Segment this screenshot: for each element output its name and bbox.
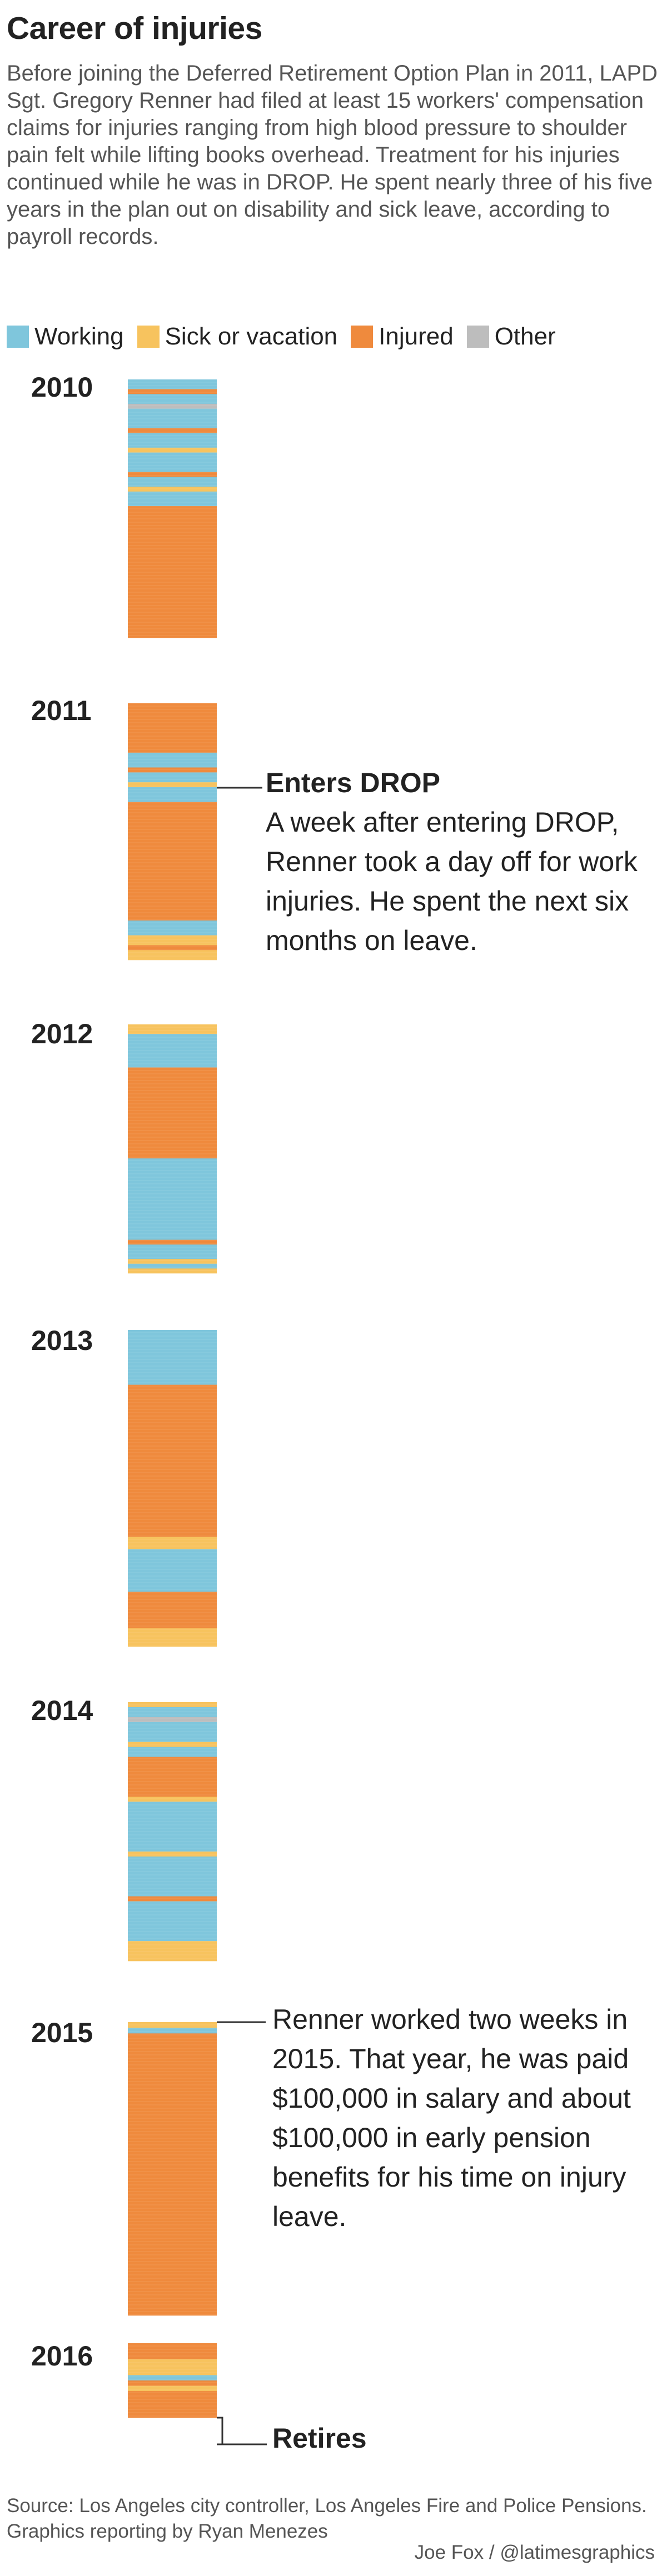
year-label-2013: 2013 xyxy=(31,1325,93,1356)
year-label-2015: 2015 xyxy=(31,2017,93,2048)
segment-2015-sick-or-vacation-0 xyxy=(128,2022,217,2028)
segment-2014-sick-or-vacation-9 xyxy=(128,1851,217,1857)
segment-2010-injured-9 xyxy=(128,472,217,477)
segment-2011-injured-9 xyxy=(128,945,217,951)
segment-2012-injured-4 xyxy=(128,1239,217,1245)
segment-2014-injured-6 xyxy=(128,1757,217,1797)
segment-2014-working-3 xyxy=(128,1722,217,1742)
year-label-2014: 2014 xyxy=(31,1695,93,1726)
annotation-enters-drop-text: A week after entering DROP, Renner took … xyxy=(266,807,638,956)
segment-2013-working-3 xyxy=(128,1549,217,1592)
segment-2016-sick-or-vacation-4 xyxy=(128,2385,217,2392)
segment-2010-working-2 xyxy=(128,394,217,404)
segment-2010-other-3 xyxy=(128,403,217,409)
legend-label-sick-or-vacation: Sick or vacation xyxy=(165,323,338,350)
segment-2013-sick-or-vacation-5 xyxy=(128,1628,217,1647)
segment-2012-working-7 xyxy=(128,1263,217,1269)
year-label-2012: 2012 xyxy=(31,1018,93,1049)
legend: Working Sick or vacation Injured Other xyxy=(7,321,569,352)
segment-2010-sick-or-vacation-7 xyxy=(128,447,217,453)
segment-2010-working-6 xyxy=(128,433,217,448)
segment-2012-working-3 xyxy=(128,1158,217,1240)
legend-label-injured: Injured xyxy=(379,323,454,350)
segment-2011-sick-or-vacation-8 xyxy=(128,935,217,946)
segment-2010-sick-or-vacation-11 xyxy=(128,487,217,492)
segment-2012-sick-or-vacation-6 xyxy=(128,1259,217,1264)
annotation-retires-title: Retires xyxy=(272,2423,367,2454)
source-note: Source: Los Angeles city controller, Los… xyxy=(7,2495,647,2542)
segment-2014-working-10 xyxy=(128,1856,217,1897)
chart-title: Career of injuries xyxy=(7,11,262,46)
segment-2014-sick-or-vacation-7 xyxy=(128,1797,217,1802)
segment-2013-injured-1 xyxy=(128,1384,217,1537)
annotation-2015-text: Renner worked two weeks in 2015. That ye… xyxy=(272,2004,631,2232)
segment-2010-working-10 xyxy=(128,477,217,487)
year-label-2010: 2010 xyxy=(31,372,93,403)
segment-2014-injured-11 xyxy=(128,1896,217,1902)
segment-2011-injured-2 xyxy=(128,767,217,773)
segment-2010-injured-5 xyxy=(128,428,217,433)
legend-swatch-sick-or-vacation xyxy=(137,326,160,348)
segment-2014-sick-or-vacation-13 xyxy=(128,1941,217,1962)
segment-2012-sick-or-vacation-0 xyxy=(128,1024,217,1034)
year-label-2011: 2011 xyxy=(31,695,92,726)
year-label-2016: 2016 xyxy=(31,2340,93,2372)
segment-2011-working-1 xyxy=(128,752,217,768)
segment-2011-injured-6 xyxy=(128,802,217,921)
legend-swatch-other xyxy=(466,326,489,348)
annotation-enters-drop-title: Enters DROP xyxy=(266,767,440,798)
segment-2014-working-5 xyxy=(128,1747,217,1757)
segment-2013-injured-4 xyxy=(128,1592,217,1629)
credit-line: Joe Fox / @latimesgraphics xyxy=(414,2542,655,2563)
segment-2012-injured-2 xyxy=(128,1067,217,1159)
segment-2016-injured-3 xyxy=(128,2380,217,2386)
segment-2011-working-5 xyxy=(128,787,217,802)
legend-item-sick-or-vacation: Sick or vacation xyxy=(137,323,338,351)
legend-swatch-injured xyxy=(351,326,374,348)
segment-2011-working-7 xyxy=(128,920,217,936)
segment-2011-sick-or-vacation-4 xyxy=(128,782,217,788)
segment-2014-sick-or-vacation-0 xyxy=(128,1702,217,1708)
chart-intro: Before joining the Deferred Retirement O… xyxy=(7,61,658,249)
legend-label-working: Working xyxy=(34,323,124,350)
segment-2014-working-8 xyxy=(128,1802,217,1852)
segment-2010-injured-13 xyxy=(128,506,217,638)
legend-item-injured: Injured xyxy=(351,323,454,351)
segment-2013-working-0 xyxy=(128,1330,217,1385)
segment-2015-working-1 xyxy=(128,2028,217,2034)
segment-2015-injured-2 xyxy=(128,2033,217,2316)
segment-2016-sick-or-vacation-1 xyxy=(128,2359,217,2375)
segment-2010-working-0 xyxy=(128,379,217,389)
legend-label-other: Other xyxy=(494,323,556,350)
segment-2014-sick-or-vacation-4 xyxy=(128,1742,217,1747)
segment-2016-injured-0 xyxy=(128,2343,217,2360)
segment-2010-injured-1 xyxy=(128,389,217,394)
segment-2016-injured-5 xyxy=(128,2391,217,2418)
segment-2011-injured-0 xyxy=(128,703,217,753)
segment-2011-working-3 xyxy=(128,772,217,783)
legend-item-working: Working xyxy=(7,323,124,351)
segment-2013-sick-or-vacation-2 xyxy=(128,1537,217,1549)
segment-2010-working-8 xyxy=(128,452,217,472)
legend-item-other: Other xyxy=(466,323,556,351)
segment-2016-working-2 xyxy=(128,2375,217,2381)
legend-swatch-working xyxy=(7,326,29,348)
segment-2010-working-4 xyxy=(128,408,217,429)
segment-2012-working-1 xyxy=(128,1034,217,1068)
segment-2010-working-12 xyxy=(128,491,217,507)
segment-2012-sick-or-vacation-8 xyxy=(128,1268,217,1274)
segment-2014-working-1 xyxy=(128,1707,217,1718)
segment-2014-other-2 xyxy=(128,1717,217,1723)
segment-2014-working-12 xyxy=(128,1901,217,1942)
segment-2012-working-5 xyxy=(128,1244,217,1259)
segment-2011-sick-or-vacation-10 xyxy=(128,950,217,961)
leader-line-retires-drop xyxy=(217,2417,223,2444)
